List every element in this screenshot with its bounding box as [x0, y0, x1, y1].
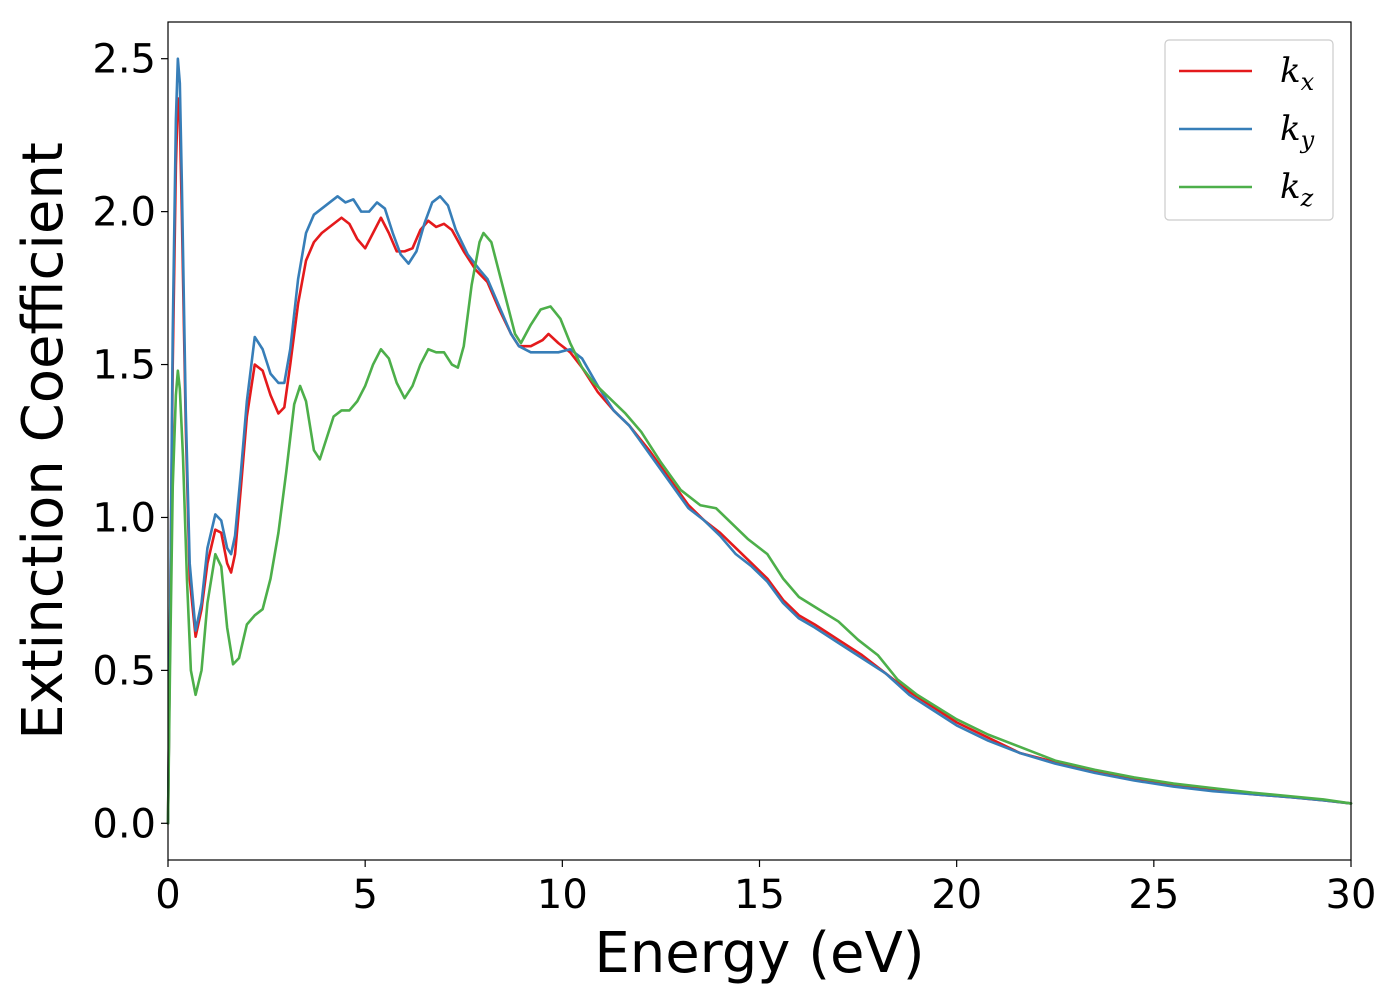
legend-label-k-x: kx: [1280, 51, 1315, 96]
legend-label-subscript: z: [1300, 184, 1314, 212]
y-tick-label: 0.5: [92, 648, 156, 694]
legend-label-main: k: [1280, 167, 1301, 207]
y-axis-title: Extinction Coefficient: [11, 142, 76, 740]
y-tick-label: 2.0: [92, 190, 156, 236]
series-line-k-z: [166, 231, 1353, 825]
x-tick-label: 15: [734, 872, 785, 918]
legend-label-k-y: ky: [1280, 109, 1315, 154]
x-tick-label: 10: [537, 872, 588, 918]
x-tick-label: 20: [931, 872, 982, 918]
x-tick-label: 5: [352, 872, 377, 918]
x-tick-label: 25: [1128, 872, 1179, 918]
x-tick-label: 0: [155, 872, 180, 918]
y-axis-ticks: 0.0 0.5 1.0 1.5 2.0 2.5: [92, 37, 168, 847]
y-tick-label: 2.5: [92, 37, 156, 83]
series-line-k-y: [166, 57, 1353, 825]
legend-label-subscript: x: [1301, 68, 1315, 96]
x-axis-title: Energy (eV): [594, 921, 924, 986]
legend-label-main: k: [1280, 109, 1301, 149]
series-layer: [166, 57, 1353, 825]
legend-label-k-z: kz: [1280, 167, 1314, 212]
y-tick-label: 1.0: [92, 495, 156, 541]
x-tick-label: 30: [1326, 872, 1377, 918]
y-tick-label: 1.5: [92, 343, 156, 389]
legend-label-main: k: [1280, 51, 1301, 91]
y-tick-label: 0.0: [92, 801, 156, 847]
x-axis-ticks: 0 5 10 15 20 25 30: [155, 860, 1376, 918]
legend-label-subscript: y: [1300, 126, 1315, 154]
